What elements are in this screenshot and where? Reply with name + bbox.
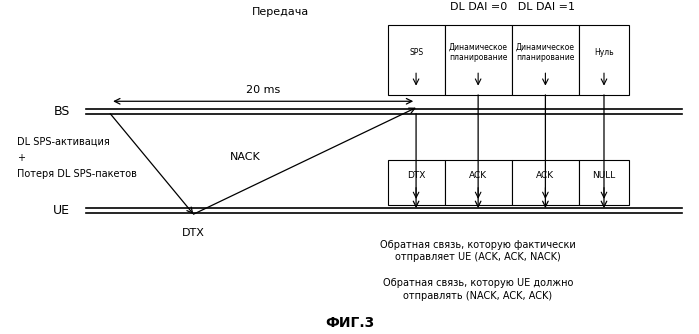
Bar <box>512 25 579 95</box>
Bar <box>579 160 629 205</box>
Text: SPS: SPS <box>409 48 423 57</box>
Text: +: + <box>17 153 24 163</box>
Text: 20 ms: 20 ms <box>246 85 280 95</box>
Text: Динамическое
планирование: Динамическое планирование <box>449 43 507 62</box>
Text: DL SPS-активация: DL SPS-активация <box>17 137 110 147</box>
Text: NULL: NULL <box>592 171 616 180</box>
Text: отправляет UE (ACK, ACK, NACK): отправляет UE (ACK, ACK, NACK) <box>395 252 561 262</box>
Bar <box>445 25 512 95</box>
Text: ФИГ.3: ФИГ.3 <box>325 316 374 330</box>
Text: BS: BS <box>54 105 70 118</box>
Text: Обратная связь, которую UE должно: Обратная связь, которую UE должно <box>382 278 573 288</box>
Text: ACK: ACK <box>536 171 554 180</box>
Text: Обратная связь, которую фактически: Обратная связь, которую фактически <box>380 239 576 249</box>
Text: отправлять (NACK, ACK, ACK): отправлять (NACK, ACK, ACK) <box>403 291 552 301</box>
Text: Динамическое
планирование: Динамическое планирование <box>516 43 575 62</box>
Bar <box>512 160 579 205</box>
Text: DTX: DTX <box>407 171 425 180</box>
Text: ACK: ACK <box>469 171 487 180</box>
Bar <box>445 160 512 205</box>
Text: Передача: Передача <box>252 7 309 17</box>
Bar <box>579 25 629 95</box>
Text: Потеря DL SPS-пакетов: Потеря DL SPS-пакетов <box>17 169 136 179</box>
Bar <box>388 160 445 205</box>
Text: NACK: NACK <box>230 152 261 162</box>
Text: DL DAI =0   DL DAI =1: DL DAI =0 DL DAI =1 <box>450 2 575 12</box>
Text: Нуль: Нуль <box>594 48 614 57</box>
Bar <box>388 25 445 95</box>
Text: UE: UE <box>53 204 70 217</box>
Text: DTX: DTX <box>182 228 205 238</box>
